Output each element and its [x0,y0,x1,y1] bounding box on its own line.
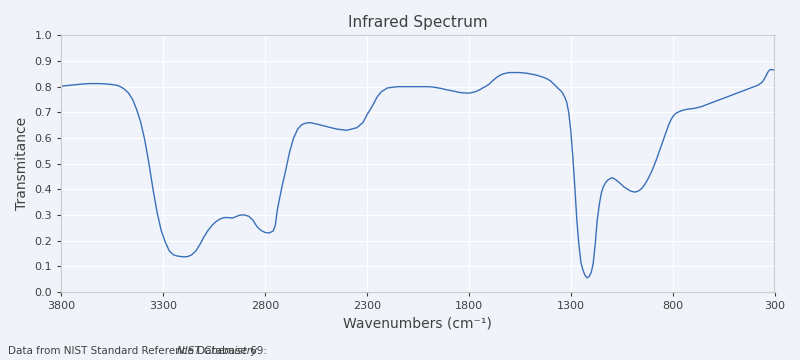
Title: Infrared Spectrum: Infrared Spectrum [348,15,488,30]
Text: Data from NIST Standard Reference Database 69:: Data from NIST Standard Reference Databa… [8,346,270,356]
X-axis label: Wavenumbers (cm⁻¹): Wavenumbers (cm⁻¹) [343,316,492,330]
Y-axis label: Transmitance: Transmitance [15,117,29,210]
Text: NIST Chemistry: NIST Chemistry [178,346,258,356]
